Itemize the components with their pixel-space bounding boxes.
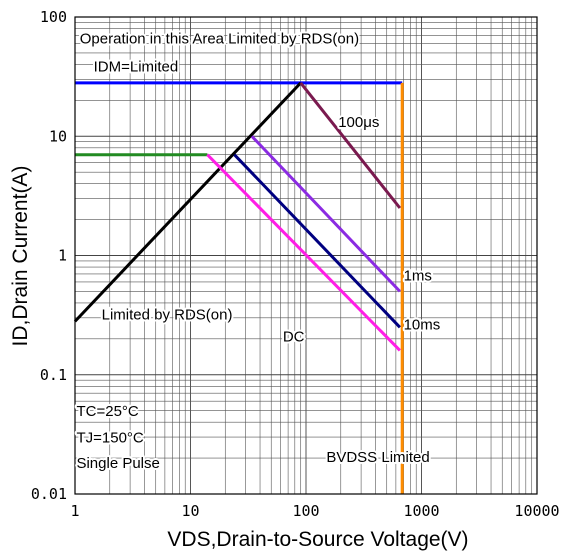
series-group (73, 81, 404, 494)
x-tick-label: 1000 (403, 502, 439, 520)
annotation-ms10: 10ms (404, 316, 441, 333)
annotation-us100: 100μs (338, 114, 379, 131)
annotation-halo-idm: IDM=Limited (94, 58, 179, 75)
y-tick-label: 100 (40, 8, 67, 26)
plot-frame (74, 16, 538, 495)
y-tick-label: 0.1 (40, 366, 67, 384)
annotation-halo-tj: TJ=150°C (76, 430, 143, 447)
annotation-halo-ms1: 1ms (404, 267, 432, 284)
annotation-halo-pulse: Single Pulse (76, 455, 159, 472)
annotation-idm: IDM=Limited (94, 58, 179, 75)
annotation-dc: DC (283, 329, 305, 346)
x-tick-label: 10 (181, 502, 199, 520)
series-line-4 (299, 81, 402, 209)
series-line-5 (250, 135, 401, 293)
y-tick-label: 1 (58, 247, 67, 265)
x-tick-label: 10000 (514, 502, 559, 520)
x-tick-label: 100 (292, 502, 319, 520)
tick-labels: 1 10 100 1000 10000 100 10 1 0.1 0.01 (31, 8, 560, 520)
x-axis-title: VDS,Drain-to-Source Voltage(V) (167, 528, 468, 551)
annotation-halo-ms10: 10ms (404, 316, 441, 333)
annotation-tc: TC=25°C (76, 403, 138, 420)
annotation-halo-rds_area: Operation in this Area Limited by RDS(on… (80, 30, 359, 47)
annotation-bvdss: BVDSS Limited (326, 449, 429, 466)
y-tick-label: 10 (49, 127, 67, 145)
annotation-halo-bvdss: BVDSS Limited (326, 449, 429, 466)
annotation-pulse: Single Pulse (76, 455, 159, 472)
annotation-halo-us100: 100μs (338, 114, 379, 131)
y-axis-title: ID,Drain Current(A) (9, 166, 32, 347)
annotation-rds_area: Operation in this Area Limited by RDS(on… (80, 30, 359, 47)
x-tick-label: 1 (70, 502, 79, 520)
annotation-ms1: 1ms (404, 267, 432, 284)
series-line-6 (233, 153, 401, 329)
series-line-7 (206, 153, 401, 352)
annotations: Operation in this Area Limited by RDS(on… (74, 28, 442, 474)
annotation-rds_limited: Limited by RDS(on) (102, 307, 233, 324)
annotation-halo-dc: DC (283, 329, 305, 346)
annotation-halo-tc: TC=25°C (76, 403, 138, 420)
series-line-2 (73, 81, 302, 323)
annotation-halo-rds_limited: Limited by RDS(on) (102, 307, 233, 324)
y-tick-label: 0.01 (31, 485, 67, 503)
annotation-tj: TJ=150°C (76, 430, 143, 447)
